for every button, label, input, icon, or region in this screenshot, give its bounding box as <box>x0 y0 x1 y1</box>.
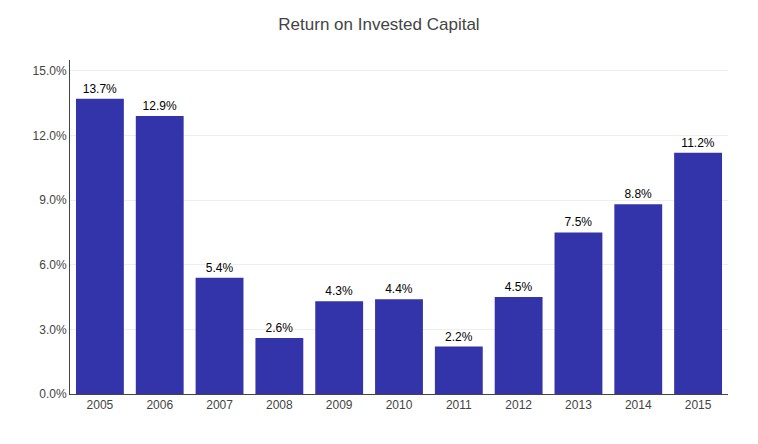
svg-text:9.0%: 9.0% <box>39 193 67 207</box>
svg-text:2.2%: 2.2% <box>445 330 473 344</box>
svg-text:6.0%: 6.0% <box>39 258 67 272</box>
svg-text:2.6%: 2.6% <box>266 321 294 335</box>
svg-text:2015: 2015 <box>685 398 712 412</box>
svg-text:2009: 2009 <box>326 398 353 412</box>
svg-text:5.4%: 5.4% <box>206 261 234 275</box>
svg-text:2008: 2008 <box>266 398 293 412</box>
svg-text:11.2%: 11.2% <box>681 136 714 150</box>
svg-text:2010: 2010 <box>386 398 413 412</box>
svg-text:2011: 2011 <box>446 398 472 412</box>
svg-text:15.0%: 15.0% <box>33 64 67 78</box>
svg-text:2012: 2012 <box>505 398 532 412</box>
svg-text:8.8%: 8.8% <box>624 187 652 201</box>
svg-text:2007: 2007 <box>206 398 233 412</box>
svg-text:2013: 2013 <box>565 398 592 412</box>
svg-text:0.0%: 0.0% <box>39 387 67 401</box>
svg-text:Return on Invested Capital: Return on Invested Capital <box>278 15 479 34</box>
svg-text:3.0%: 3.0% <box>39 323 67 337</box>
svg-text:2006: 2006 <box>146 398 173 412</box>
svg-text:2005: 2005 <box>87 398 114 412</box>
svg-text:4.3%: 4.3% <box>325 284 353 298</box>
svg-text:4.5%: 4.5% <box>505 280 533 294</box>
svg-text:2014: 2014 <box>625 398 652 412</box>
svg-text:13.7%: 13.7% <box>83 82 117 96</box>
svg-text:7.5%: 7.5% <box>565 215 593 229</box>
svg-text:12.9%: 12.9% <box>143 99 177 113</box>
svg-text:12.0%: 12.0% <box>33 129 67 143</box>
svg-text:4.4%: 4.4% <box>385 282 413 296</box>
